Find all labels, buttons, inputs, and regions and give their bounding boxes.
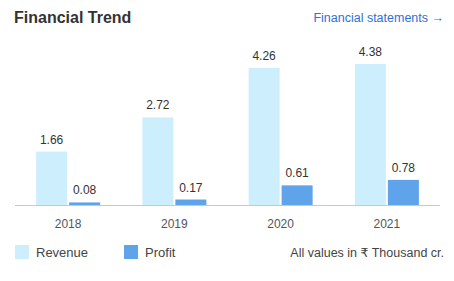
bar [355, 64, 386, 205]
bar [69, 202, 100, 205]
data-label: 0.61 [285, 166, 309, 180]
units-note: All values in ₹ Thousand cr. [290, 246, 444, 260]
bars [36, 64, 419, 205]
bar [36, 152, 67, 205]
x-axis-line [15, 205, 440, 206]
legend-label: Revenue [36, 245, 88, 260]
bar [175, 200, 206, 205]
data-labels: 1.66 2.72 4.26 4.38 0.08 0.17 0.61 0.78 [40, 45, 415, 197]
chart-svg: Financial Trend Financial statements → 1.6… [0, 0, 454, 281]
data-label: 0.17 [179, 181, 203, 195]
legend-swatch [124, 245, 138, 259]
legend-label: Profit [145, 245, 176, 260]
x-tick-label: 2018 [55, 217, 82, 231]
data-label: 2.72 [146, 98, 170, 112]
x-tick-label: 2021 [374, 217, 401, 231]
data-label: 0.78 [392, 161, 416, 175]
data-label: 4.38 [359, 45, 383, 59]
bar [388, 180, 419, 205]
data-label: 1.66 [40, 133, 64, 147]
statements-link[interactable]: Financial statements → [313, 11, 444, 25]
chart-title: Financial Trend [14, 9, 131, 26]
legend: Revenue Profit [15, 245, 176, 260]
chart-container: Financial Trend Financial statements → 1.6… [0, 0, 454, 281]
data-label: 4.26 [252, 49, 276, 63]
bar [282, 185, 313, 205]
legend-swatch [15, 245, 29, 259]
bar [249, 68, 280, 205]
bar [142, 117, 173, 205]
x-tick-label: 2020 [267, 217, 294, 231]
data-label: 0.08 [73, 183, 97, 197]
x-tick-label: 2019 [161, 217, 188, 231]
